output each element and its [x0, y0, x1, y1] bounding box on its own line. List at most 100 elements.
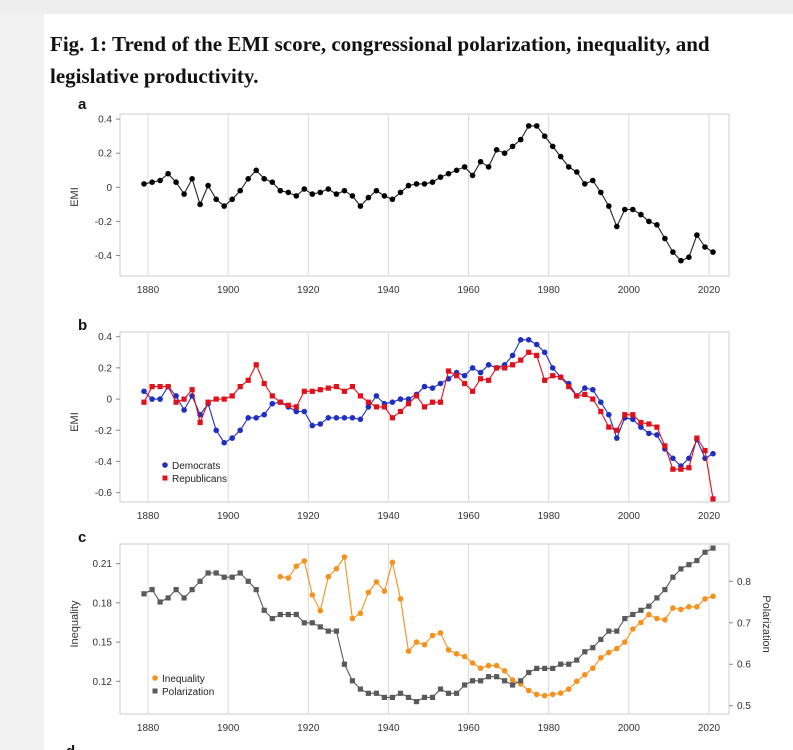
panel-b-republicans-point-32	[397, 408, 404, 415]
panel-b-democrats-point-4	[173, 393, 179, 399]
panel-c-polarization-point-57	[598, 636, 604, 642]
panel-a-xtick-1880: 1880	[137, 285, 160, 296]
panel-a-emi-point-48	[525, 123, 532, 129]
panel-a-emi-point-26	[349, 193, 356, 199]
panel-c-polarization-point-0	[141, 591, 147, 597]
panel-a-emi-point-17	[277, 187, 284, 194]
panel-c-polarization-point-25	[341, 661, 347, 667]
panel-a-emi-point-13	[245, 176, 251, 182]
panel-b-republicans-point-17	[277, 399, 283, 405]
panel-b-republicans-point-31	[389, 415, 395, 421]
panel-c-polarization-point-8	[205, 570, 211, 576]
panel-b-ylabel: EMI	[69, 412, 81, 432]
figure-title: Fig. 1: Trend of the EMI score, congress…	[50, 32, 710, 88]
panel-c-polarization-point-42	[478, 678, 484, 684]
panel-b-republicans-point-49	[534, 352, 540, 358]
panel-b-republicans-point-3	[165, 384, 171, 390]
panel-c-polarization-point-37	[437, 686, 444, 692]
panel-b-republicans-point-21	[309, 388, 315, 394]
panel-b-democrats-point-19	[293, 408, 300, 415]
panel-a-ylabel: EMI	[69, 187, 81, 207]
panel-b-grid	[147, 332, 710, 502]
panel-a-emi-point-43	[485, 164, 492, 170]
panel-c-polarization-point-31	[389, 694, 395, 700]
panel-c-y2tick-2: 0.7	[737, 618, 751, 629]
panel-a-emi-point-21	[309, 191, 316, 197]
panel-b-republicans-point-36	[429, 399, 436, 405]
top-strip	[0, 0, 793, 14]
panel-c-inequality-point-50	[678, 606, 684, 613]
panel-b-republicans-point-61	[630, 412, 636, 418]
panel-b-republicans-point-37	[437, 399, 444, 405]
panel-b-republicans-point-43	[486, 377, 492, 383]
panel-c-grid	[147, 544, 710, 714]
panel-a-ytick-2: 0	[106, 183, 112, 194]
panel-a-emi-point-64	[654, 222, 660, 228]
panel-b-republicans-point-23	[325, 385, 331, 391]
panel-b-republicans-point-65	[662, 443, 668, 449]
panel-b-democrats-point-62	[638, 424, 644, 430]
panel-c-polarization-point-71	[710, 545, 716, 551]
panel-b-republicans-point-67	[678, 466, 684, 472]
panel-a-emi-point-29	[373, 187, 380, 194]
panel-a-emi-point-9	[213, 196, 219, 203]
panel-c-inequality-point-7	[333, 566, 340, 572]
panel-a-emi-point-37	[437, 174, 444, 180]
panel-c-inequality-point-0	[277, 573, 284, 580]
panel-c-polarization-point-66	[670, 574, 676, 580]
panel-b-xtick-2000: 2000	[618, 511, 641, 522]
panel-b-republicans-point-52	[558, 374, 564, 380]
panel-a-emi-point-4	[173, 179, 179, 185]
panel-c-inequality-point-46	[646, 611, 652, 618]
figure-card: Fig. 1: Trend of the EMI score, congress…	[44, 14, 793, 750]
panel-b-republicans-point-12	[237, 384, 243, 390]
panel-a-emi-point-63	[646, 218, 652, 225]
panel-b-republicans-point-47	[518, 357, 524, 363]
panel-a-frame	[119, 113, 730, 277]
panel-b-republicans-line	[143, 351, 714, 499]
panel-c-inequality-point-25	[477, 665, 484, 671]
panel-a-xtick-1960: 1960	[457, 285, 480, 296]
panel-a-emi-point-22	[317, 189, 324, 196]
panel-c-polarization-line	[143, 547, 714, 703]
panel-c-polarization-point-59	[614, 628, 620, 634]
panel-b-republicans-point-48	[526, 349, 532, 355]
panel-b-democrats-point-51	[549, 365, 556, 371]
panel-b-republicans-point-6	[189, 387, 195, 393]
panel-b-republicans-point-71	[710, 496, 716, 502]
panel-b-republicans-point-46	[510, 362, 516, 368]
panel-a-emi-point-20	[301, 186, 308, 192]
panel-b-frame	[119, 331, 730, 503]
panel-c-inequality-point-49	[670, 605, 676, 611]
panel-b-democrats-point-29	[373, 393, 380, 399]
panel-b-democrats-point-43	[485, 362, 492, 368]
panel-a-emi-point-36	[429, 179, 436, 185]
panel-b-republicans-point-42	[478, 376, 484, 382]
panel-b-republicans-point-41	[470, 388, 476, 394]
panel-b-republicans-point-39	[454, 373, 460, 379]
legend-republicans-label: Republicans	[172, 474, 227, 485]
panel-b-democrats-point-59	[614, 435, 620, 441]
panel-c-polarization-point-15	[261, 607, 267, 613]
panel-a-ytick-3: 0.2	[98, 149, 112, 160]
panel-a-emi-point-16	[269, 179, 276, 185]
panel-a-emi-point-5	[181, 191, 187, 197]
panel-c-inequality-point-20	[437, 630, 444, 636]
panel-b-democrats-point-55	[582, 385, 588, 391]
panel-c-polarization-point-27	[357, 686, 363, 692]
panel-c-polarization-point-56	[590, 645, 596, 651]
panel-c-ytick-0: 0.12	[93, 677, 113, 688]
panel-c-series	[141, 545, 716, 705]
panel-c-polarization-point-61	[630, 611, 636, 618]
panel-c-polarization-point-5	[181, 595, 187, 601]
panel-b-democrats-point-71	[710, 450, 716, 457]
panel-c-polarization-point-53	[566, 661, 572, 667]
panel-b-ytick-2: -0.2	[95, 426, 113, 437]
panel-a-ytick-0: -0.4	[95, 251, 113, 262]
panel-a-emi-line	[143, 125, 714, 262]
panel-a-emi-point-6	[189, 176, 195, 182]
panel-c-polarization-point-26	[349, 678, 355, 684]
panel-a-ytick-1: -0.2	[95, 217, 113, 228]
panel-a-emi-point-55	[582, 181, 588, 187]
panel-a-emi-point-59	[614, 223, 620, 230]
